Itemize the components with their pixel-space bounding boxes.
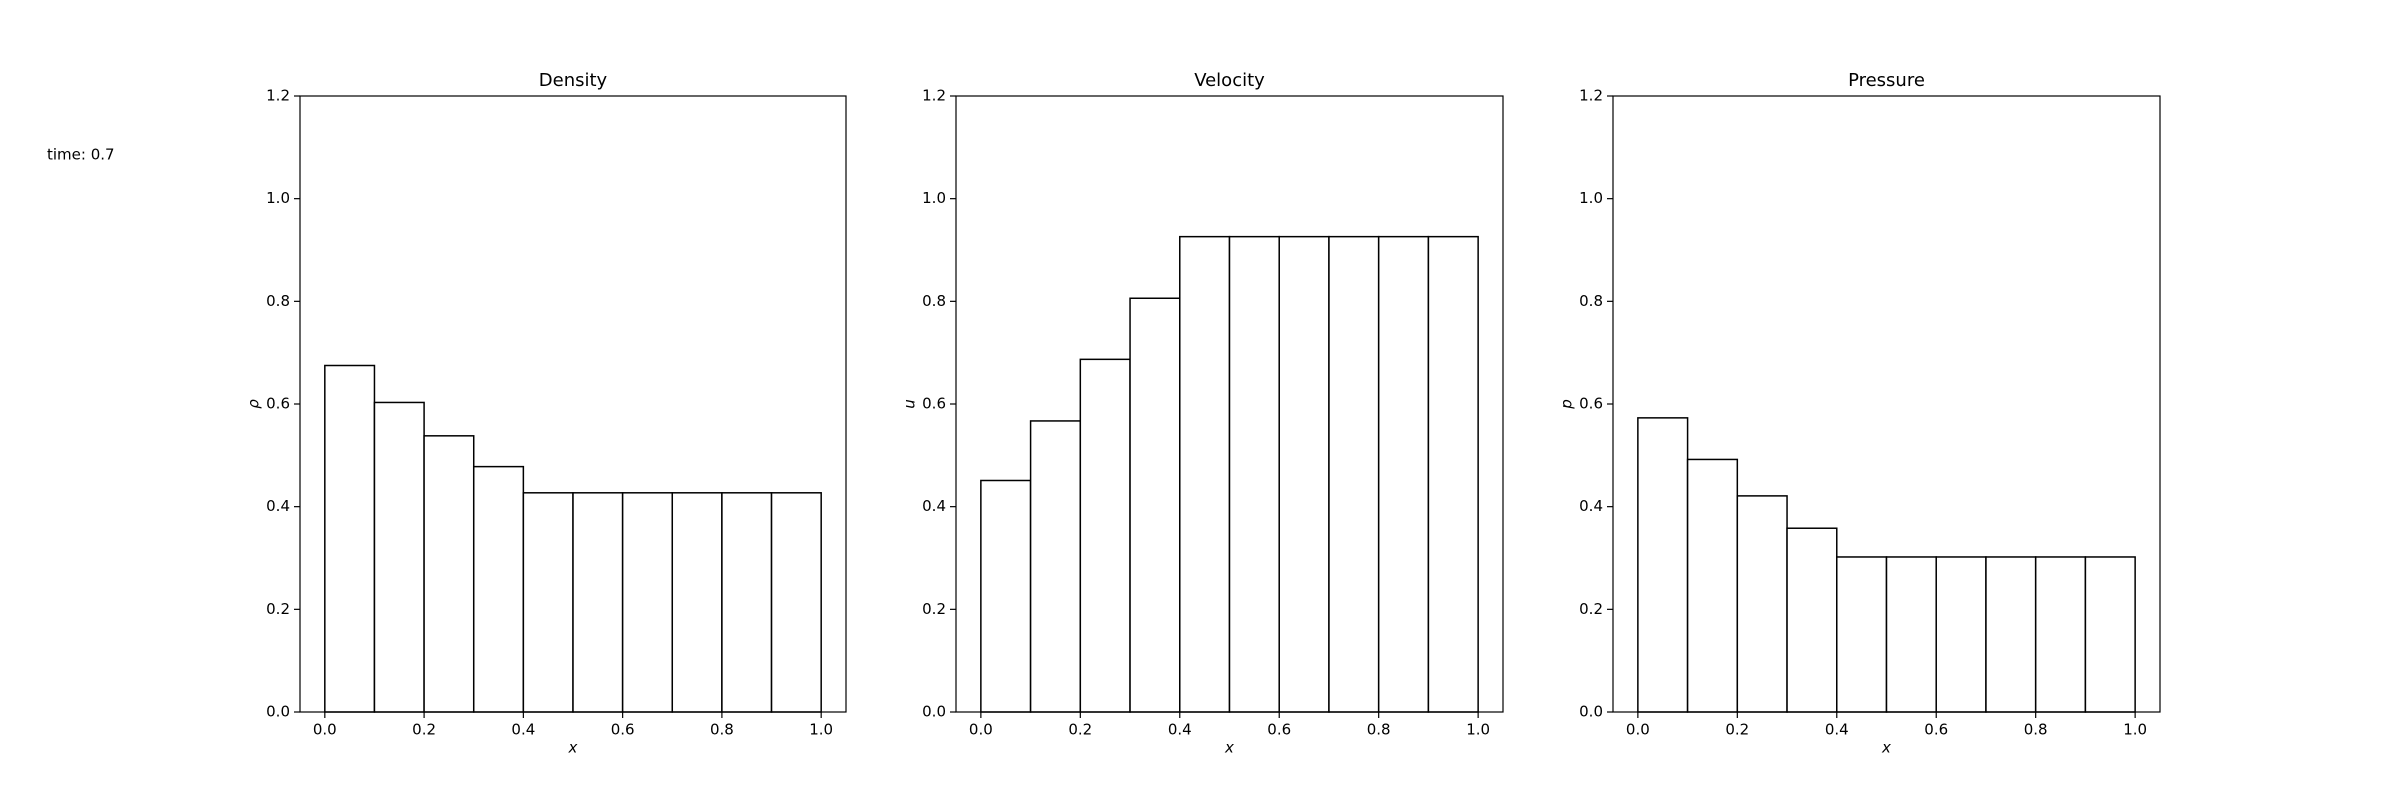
y-tick-label: 0.6 (922, 395, 946, 413)
x-tick-label: 0.6 (1267, 721, 1291, 739)
x-tick-label: 1.0 (2123, 721, 2147, 739)
bar (1377, 235, 1430, 713)
y-tick-label: 1.0 (266, 189, 290, 207)
y-tick-label: 0.4 (922, 497, 946, 515)
y-tick-label: 1.2 (266, 87, 290, 105)
bar (1935, 556, 1987, 713)
bar (1786, 527, 1838, 713)
x-tick-label: 1.0 (1466, 721, 1490, 739)
x-tick-label: 0.2 (412, 721, 436, 739)
y-tick-label: 0.0 (1579, 703, 1603, 721)
bar (1427, 235, 1479, 713)
x-tick-label: 1.0 (809, 721, 833, 739)
x-tick-label: 0.2 (1068, 721, 1092, 739)
bar (1736, 495, 1788, 713)
bar (472, 465, 525, 713)
x-tick-label: 0.8 (2024, 721, 2048, 739)
x-tick-label: 0.0 (969, 721, 993, 739)
y-axis-label: p (1558, 399, 1576, 410)
bar (1029, 420, 1082, 713)
bar (770, 492, 822, 713)
bar (1885, 556, 1937, 713)
bar (1129, 297, 1181, 713)
y-tick-label: 0.6 (266, 395, 290, 413)
x-tick-label: 0.4 (511, 721, 535, 739)
y-tick-label: 0.2 (922, 600, 946, 618)
y-tick-label: 1.0 (922, 189, 946, 207)
y-tick-label: 0.0 (922, 703, 946, 721)
y-tick-label: 0.2 (266, 600, 290, 618)
bar (671, 492, 723, 713)
bar (522, 492, 574, 713)
x-tick-label: 0.2 (1725, 721, 1749, 739)
y-tick-label: 0.6 (1579, 395, 1603, 413)
x-tick-label: 0.0 (1626, 721, 1650, 739)
bar (423, 435, 475, 713)
x-tick-label: 0.6 (611, 721, 635, 739)
y-tick-label: 0.0 (266, 703, 290, 721)
x-tick-label: 0.6 (1924, 721, 1948, 739)
y-tick-label: 1.2 (1579, 87, 1603, 105)
chart-title: Velocity (1194, 70, 1265, 91)
time-label: time: 0.7 (47, 146, 115, 164)
bar (1836, 556, 1888, 713)
x-axis-label: x (1881, 739, 1891, 757)
bar (1637, 417, 1689, 713)
bar (621, 492, 674, 713)
bar (1686, 458, 1739, 713)
x-tick-label: 0.0 (313, 721, 337, 739)
x-axis-label: x (1224, 739, 1234, 757)
y-tick-label: 1.0 (1579, 189, 1603, 207)
bar (373, 401, 425, 713)
bar (1985, 556, 2037, 713)
chart-title: Density (539, 70, 608, 91)
bar (1179, 235, 1231, 713)
y-tick-label: 0.4 (266, 497, 290, 515)
y-axis-label: u (901, 399, 919, 409)
x-tick-label: 0.8 (710, 721, 734, 739)
bar (572, 492, 624, 713)
bar (1328, 235, 1380, 713)
x-tick-label: 0.8 (1367, 721, 1391, 739)
x-axis-label: x (568, 739, 578, 757)
x-tick-label: 0.4 (1168, 721, 1192, 739)
y-tick-label: 0.8 (922, 292, 946, 310)
y-tick-label: 0.4 (1579, 497, 1603, 515)
chart-title: Pressure (1848, 70, 1925, 91)
y-axis-label: ρ (245, 399, 263, 409)
bar (2034, 556, 2087, 713)
bar (980, 479, 1032, 713)
bar (2084, 556, 2136, 713)
x-tick-label: 0.4 (1825, 721, 1849, 739)
bar (721, 492, 773, 713)
y-tick-label: 0.8 (266, 292, 290, 310)
y-tick-label: 1.2 (922, 87, 946, 105)
bar (324, 364, 376, 713)
bar (1079, 358, 1131, 713)
bar (1228, 235, 1280, 713)
y-tick-label: 0.8 (1579, 292, 1603, 310)
bar (1278, 235, 1330, 713)
y-tick-label: 0.2 (1579, 600, 1603, 618)
